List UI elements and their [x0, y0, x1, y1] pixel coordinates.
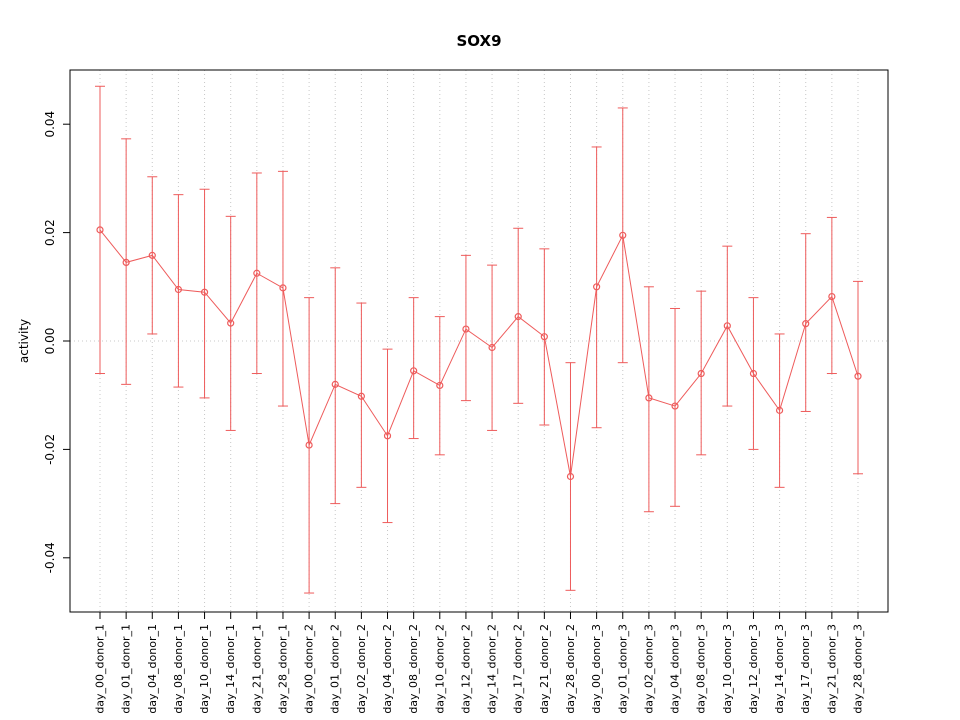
data-point [775, 406, 784, 414]
grid-layer [70, 70, 888, 612]
y-tick-label: 0.02 [43, 219, 57, 246]
data-point [723, 322, 731, 330]
data-point [488, 343, 496, 352]
x-tick-label: day_17_donor_2 [512, 624, 525, 714]
x-tick-label: day_14_donor_2 [486, 624, 499, 714]
data-point [305, 441, 313, 449]
x-tick-label: day_00_donor_2 [303, 624, 316, 714]
error-bar [643, 286, 654, 513]
data-point [148, 251, 156, 259]
data-point [514, 313, 522, 321]
data-point [828, 292, 836, 301]
data-point [802, 320, 810, 328]
x-tick-label: day_14_donor_3 [773, 624, 786, 714]
error-bar [670, 307, 681, 507]
x-tick-label: day_14_donor_1 [224, 624, 237, 714]
y-tick-label: 0.00 [43, 328, 57, 355]
data-point [462, 325, 470, 333]
x-tick-label: day_04_donor_1 [146, 624, 159, 714]
x-tick-label: day_10_donor_1 [198, 624, 211, 714]
data-point [436, 381, 444, 390]
x-tick-label: day_02_donor_2 [355, 624, 368, 714]
error-bar [853, 280, 863, 475]
x-tick-label: day_08_donor_1 [172, 624, 185, 714]
data-point [357, 392, 365, 400]
error-bar [356, 302, 367, 488]
data-point [253, 269, 261, 277]
x-tick-label: day_12_donor_3 [747, 624, 760, 714]
series-line [99, 229, 859, 477]
x-tick-label: day_10_donor_3 [721, 624, 734, 714]
error-bar [513, 227, 524, 404]
error-bar [173, 194, 184, 388]
data-point [619, 231, 627, 239]
x-tick-label: day_21_donor_2 [538, 624, 551, 714]
data-point [697, 369, 705, 378]
x-tick-label: day_01_donor_3 [616, 624, 629, 714]
axis-layer: -0.04 -0.02 0.00 0.02 0.04 day_00_donor_1 day_… [43, 69, 889, 714]
x-tick-label: day_17_donor_3 [799, 624, 812, 714]
x-tick-label: day_02_donor_3 [642, 624, 655, 714]
x-tick-label: day_12_donor_2 [459, 624, 472, 714]
chart-title: SOX9 [456, 32, 501, 50]
data-point [566, 472, 575, 481]
data-point [331, 380, 339, 388]
x-tick-label: day_21_donor_1 [250, 624, 263, 714]
x-tick-label: day_01_donor_2 [329, 624, 342, 714]
data-point [854, 372, 862, 380]
x-tick-label: day_01_donor_1 [120, 624, 133, 714]
x-tick-label: day_00_donor_3 [590, 624, 603, 714]
x-tick-label: day_21_donor_3 [825, 624, 838, 714]
data-point [749, 369, 758, 378]
data-point [174, 285, 183, 294]
error-bar [121, 138, 132, 385]
data-point [645, 394, 653, 402]
y-tick-label: -0.04 [43, 542, 57, 573]
x-tick-label: day_00_donor_1 [94, 624, 107, 714]
data-point [410, 367, 418, 375]
y-tick-label: 0.04 [43, 111, 57, 138]
y-tick-label: -0.02 [43, 434, 57, 465]
x-tick-label: day_08_donor_3 [695, 624, 708, 714]
y-axis-label: activity [17, 319, 31, 363]
data-point [200, 288, 209, 296]
data-point [383, 432, 392, 440]
data-point [122, 258, 130, 267]
x-tick-label: day_28_donor_3 [852, 624, 865, 714]
error-bar [826, 216, 837, 375]
x-tick-label: day_10_donor_2 [433, 624, 446, 714]
x-tick-label: day_28_donor_1 [276, 624, 289, 714]
x-tick-label: day_04_donor_3 [669, 624, 682, 714]
error-bar [330, 267, 341, 505]
data-point [227, 319, 235, 327]
data-point [540, 333, 548, 341]
data-point [279, 284, 287, 292]
data-layer [95, 85, 863, 594]
data-point [593, 283, 601, 291]
error-bar [800, 233, 811, 412]
error-bar [199, 188, 210, 399]
x-tick-label: day_08_donor_2 [407, 624, 420, 714]
x-tick-label: day_28_donor_2 [564, 624, 577, 714]
data-point [96, 226, 104, 234]
data-point [671, 402, 679, 410]
x-tick-label: day_04_donor_2 [381, 624, 394, 714]
error-bar [460, 254, 471, 402]
